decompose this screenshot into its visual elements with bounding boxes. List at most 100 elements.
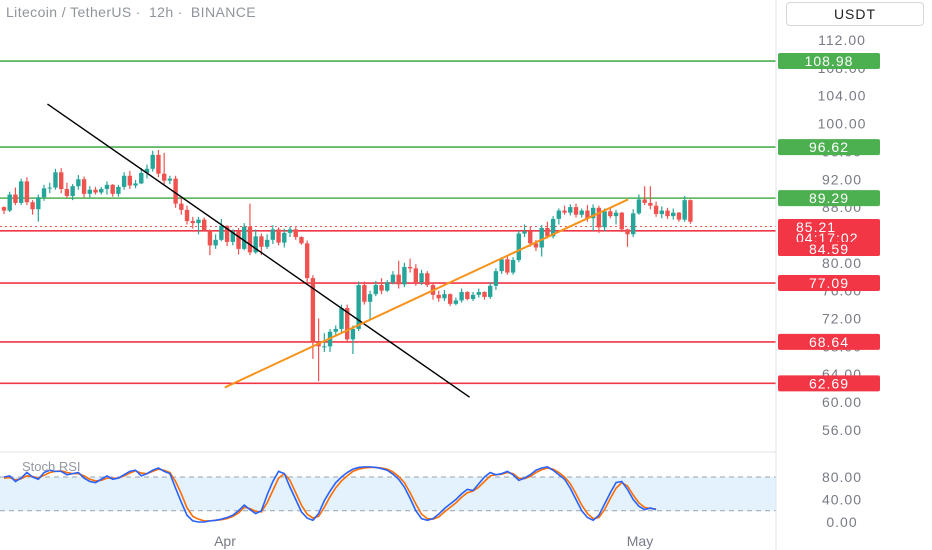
stoch-tick-label: 80.00 [822,469,862,485]
candle-body [7,194,12,211]
candle [70,184,75,201]
candle-body [236,231,241,249]
candle-body [447,294,453,304]
candle [413,264,419,286]
candle [121,172,127,190]
candle [259,233,264,256]
candle [505,256,510,275]
candle [648,186,653,210]
candle-body [70,186,75,196]
candle [545,221,550,239]
candle-body [488,285,493,297]
candle [184,205,190,225]
candle-body [24,181,30,203]
candle [139,168,144,185]
title-separator: · [177,4,183,20]
candle [64,182,70,199]
candle [688,199,693,224]
candle-body [190,221,195,224]
candle [327,328,333,352]
candle-body [516,233,521,261]
stoch-band [0,477,776,511]
candle-body [659,210,664,215]
candle-body [539,227,544,248]
candle [613,209,619,225]
candle [104,181,110,195]
level-label: 62.69 [809,375,849,391]
candle [190,216,195,229]
candle [625,228,630,247]
candle [528,226,533,247]
candle [167,175,173,185]
candle [207,229,213,256]
candle-body [379,285,384,291]
candle-body [665,210,670,217]
candle-body [184,209,190,222]
candle [93,186,98,195]
candle [173,175,178,208]
candle-body [528,231,533,244]
level-label-box [778,242,880,256]
candle-body [247,226,253,253]
candle-body [202,219,207,231]
candle [276,227,281,246]
candle [425,271,430,288]
candle-body [465,292,470,300]
candle [253,229,258,254]
candle [264,234,270,249]
candle [676,211,682,222]
candle-body [459,292,464,301]
candle [287,226,293,238]
currency-button[interactable]: USDT [786,2,924,26]
title-separator: · [135,4,141,20]
candle [482,291,487,300]
candle [24,177,30,206]
candle [47,182,52,194]
candle-body [568,207,573,213]
candle-body [1,207,7,211]
candle [213,234,218,249]
symbol-label: Litecoin / TetherUS [6,4,132,20]
level-label-box [778,139,880,156]
candle [310,275,316,359]
candle-body [53,172,58,188]
candle-body [173,178,178,204]
candle [373,280,378,297]
candle [516,230,521,263]
candle-body [407,266,413,269]
candle-body [482,292,487,297]
candle-body [213,239,218,246]
candle [436,290,441,302]
candle [488,282,493,300]
candle [282,228,287,248]
candle-body [631,213,636,235]
candle [76,175,81,190]
candle-body [104,184,110,189]
candle-body [442,294,447,299]
candle [608,207,613,219]
candle [110,184,115,197]
candle [476,288,481,298]
y-tick-label: 80.00 [822,255,862,271]
y-tick-label: 56.00 [822,422,862,438]
candle [396,260,401,289]
y-tick-label: 60.00 [822,394,862,410]
level-label: 89.29 [809,190,849,206]
candle [682,195,687,222]
candle-body [270,229,276,240]
level-label-box [778,375,880,392]
candle [442,289,447,302]
level-label: 108.98 [805,53,854,69]
candle [419,269,424,286]
candle-body [99,188,104,193]
candle [242,223,247,251]
level-label-box [778,275,880,292]
candle-body [299,237,304,244]
candle-body [602,211,607,228]
candle-body [304,243,310,279]
candle [247,203,253,256]
candle-body [436,294,441,299]
candle-body [116,186,121,194]
stoch-title: Stoch RSI [22,459,81,474]
